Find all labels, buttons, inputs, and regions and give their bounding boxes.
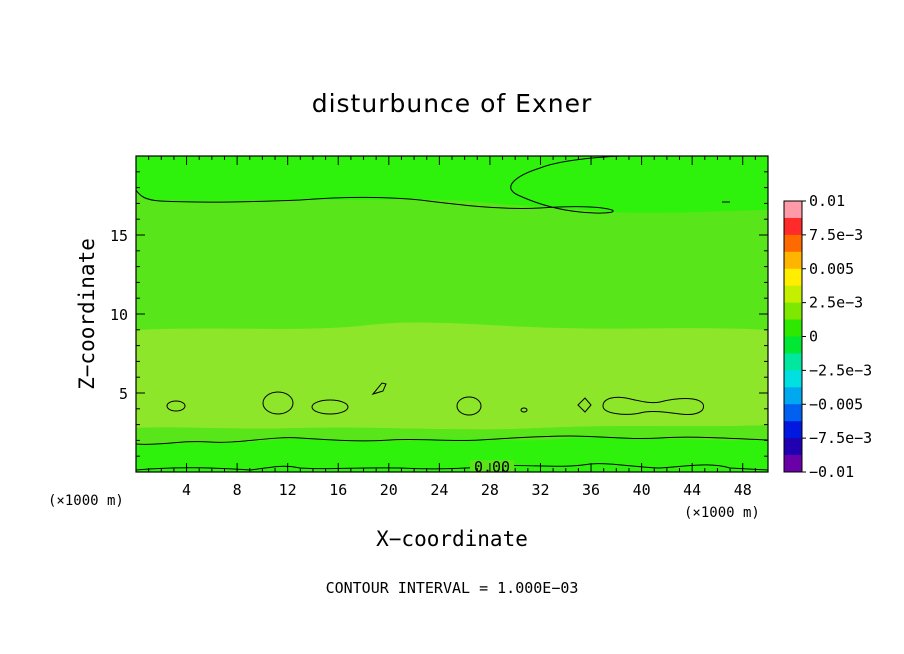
contour-island-3 [311, 399, 349, 415]
x-tick-label: 12 [279, 481, 297, 499]
contour-island-1 [166, 400, 186, 412]
colorbar-swatch [784, 438, 802, 456]
contour-island-4 [371, 382, 387, 395]
x-axis: 4 8 12 16 20 24 28 32 36 40 44 48 [148, 156, 756, 499]
contour-island-7 [577, 397, 592, 413]
colorbar-swatch [784, 353, 802, 371]
colorbar: 0.01 7.5e−3 0.005 2.5e−3 0 −2.5e−3 −0.005 −7.5e… [783, 192, 872, 481]
y-tick-label: 10 [110, 306, 128, 324]
plot-area: 0.00 [136, 156, 768, 476]
colorbar-swatch [784, 336, 802, 354]
y-axis-title: Z−coordinate [75, 238, 99, 390]
contour-island-2 [262, 391, 294, 415]
x-tick-label: 28 [481, 481, 499, 499]
y-tick-label: 15 [110, 227, 128, 245]
x-tick-label: 36 [582, 481, 600, 499]
x-tick-label: 20 [380, 481, 398, 499]
colorbar-label: 0 [809, 328, 818, 346]
y-tick-label: 5 [119, 385, 128, 403]
x-tick-label: 32 [531, 481, 549, 499]
x-tick-label: 8 [233, 481, 242, 499]
colorbar-swatch [784, 404, 802, 422]
colorbar-swatch [784, 217, 802, 236]
colorbar-swatch [784, 370, 802, 388]
colorbar-swatch [784, 234, 802, 253]
colorbar-label: 2.5e−3 [809, 294, 863, 312]
colorbar-label: 7.5e−3 [809, 226, 863, 244]
x-tick-label: 40 [633, 481, 651, 499]
x-tick-label: 24 [430, 481, 448, 499]
x-unit-right: (×1000 m) [684, 505, 760, 521]
contour-island-6 [520, 407, 528, 413]
colorbar-swatch [784, 455, 802, 473]
x-axis-title: X−coordinate [376, 527, 528, 551]
contour-island-8 [602, 396, 704, 415]
contour-lines [136, 156, 768, 471]
colorbar-swatch [784, 302, 802, 321]
x-tick-label: 4 [182, 481, 191, 499]
contour-interval-note: CONTOUR INTERVAL = 1.000E−03 [326, 579, 579, 597]
contour-lower-line [136, 435, 768, 445]
colorbar-swatch [784, 421, 802, 439]
colorbar-label: −2.5e−3 [809, 361, 872, 379]
middle-positive-band [136, 322, 768, 430]
colorbar-label: −0.01 [809, 463, 854, 481]
x-tick-label: 16 [329, 481, 347, 499]
colorbar-label: 0.005 [809, 260, 854, 278]
colorbar-swatch [784, 251, 802, 270]
top-deep-band [136, 156, 768, 213]
x-unit-left: (×1000 m) [48, 493, 124, 509]
contour-label: 0.00 [474, 458, 510, 476]
colorbar-label: −0.005 [809, 395, 863, 413]
colorbar-label: −7.5e−3 [809, 429, 872, 447]
colorbar-swatch [784, 285, 802, 304]
y-axis: 5 10 15 [110, 171, 768, 457]
colorbar-swatch [784, 201, 802, 219]
colorbar-swatch [784, 268, 802, 287]
x-tick-label: 44 [683, 481, 701, 499]
x-tick-label: 48 [734, 481, 752, 499]
contour-island-5 [456, 396, 482, 416]
chart-title: disturbunce of Exner [312, 89, 593, 118]
colorbar-swatch [784, 319, 802, 337]
contour-upper-line [136, 156, 621, 214]
bottom-negative-band [136, 436, 768, 472]
colorbar-swatch [784, 387, 802, 405]
colorbar-label: 0.01 [809, 192, 845, 210]
